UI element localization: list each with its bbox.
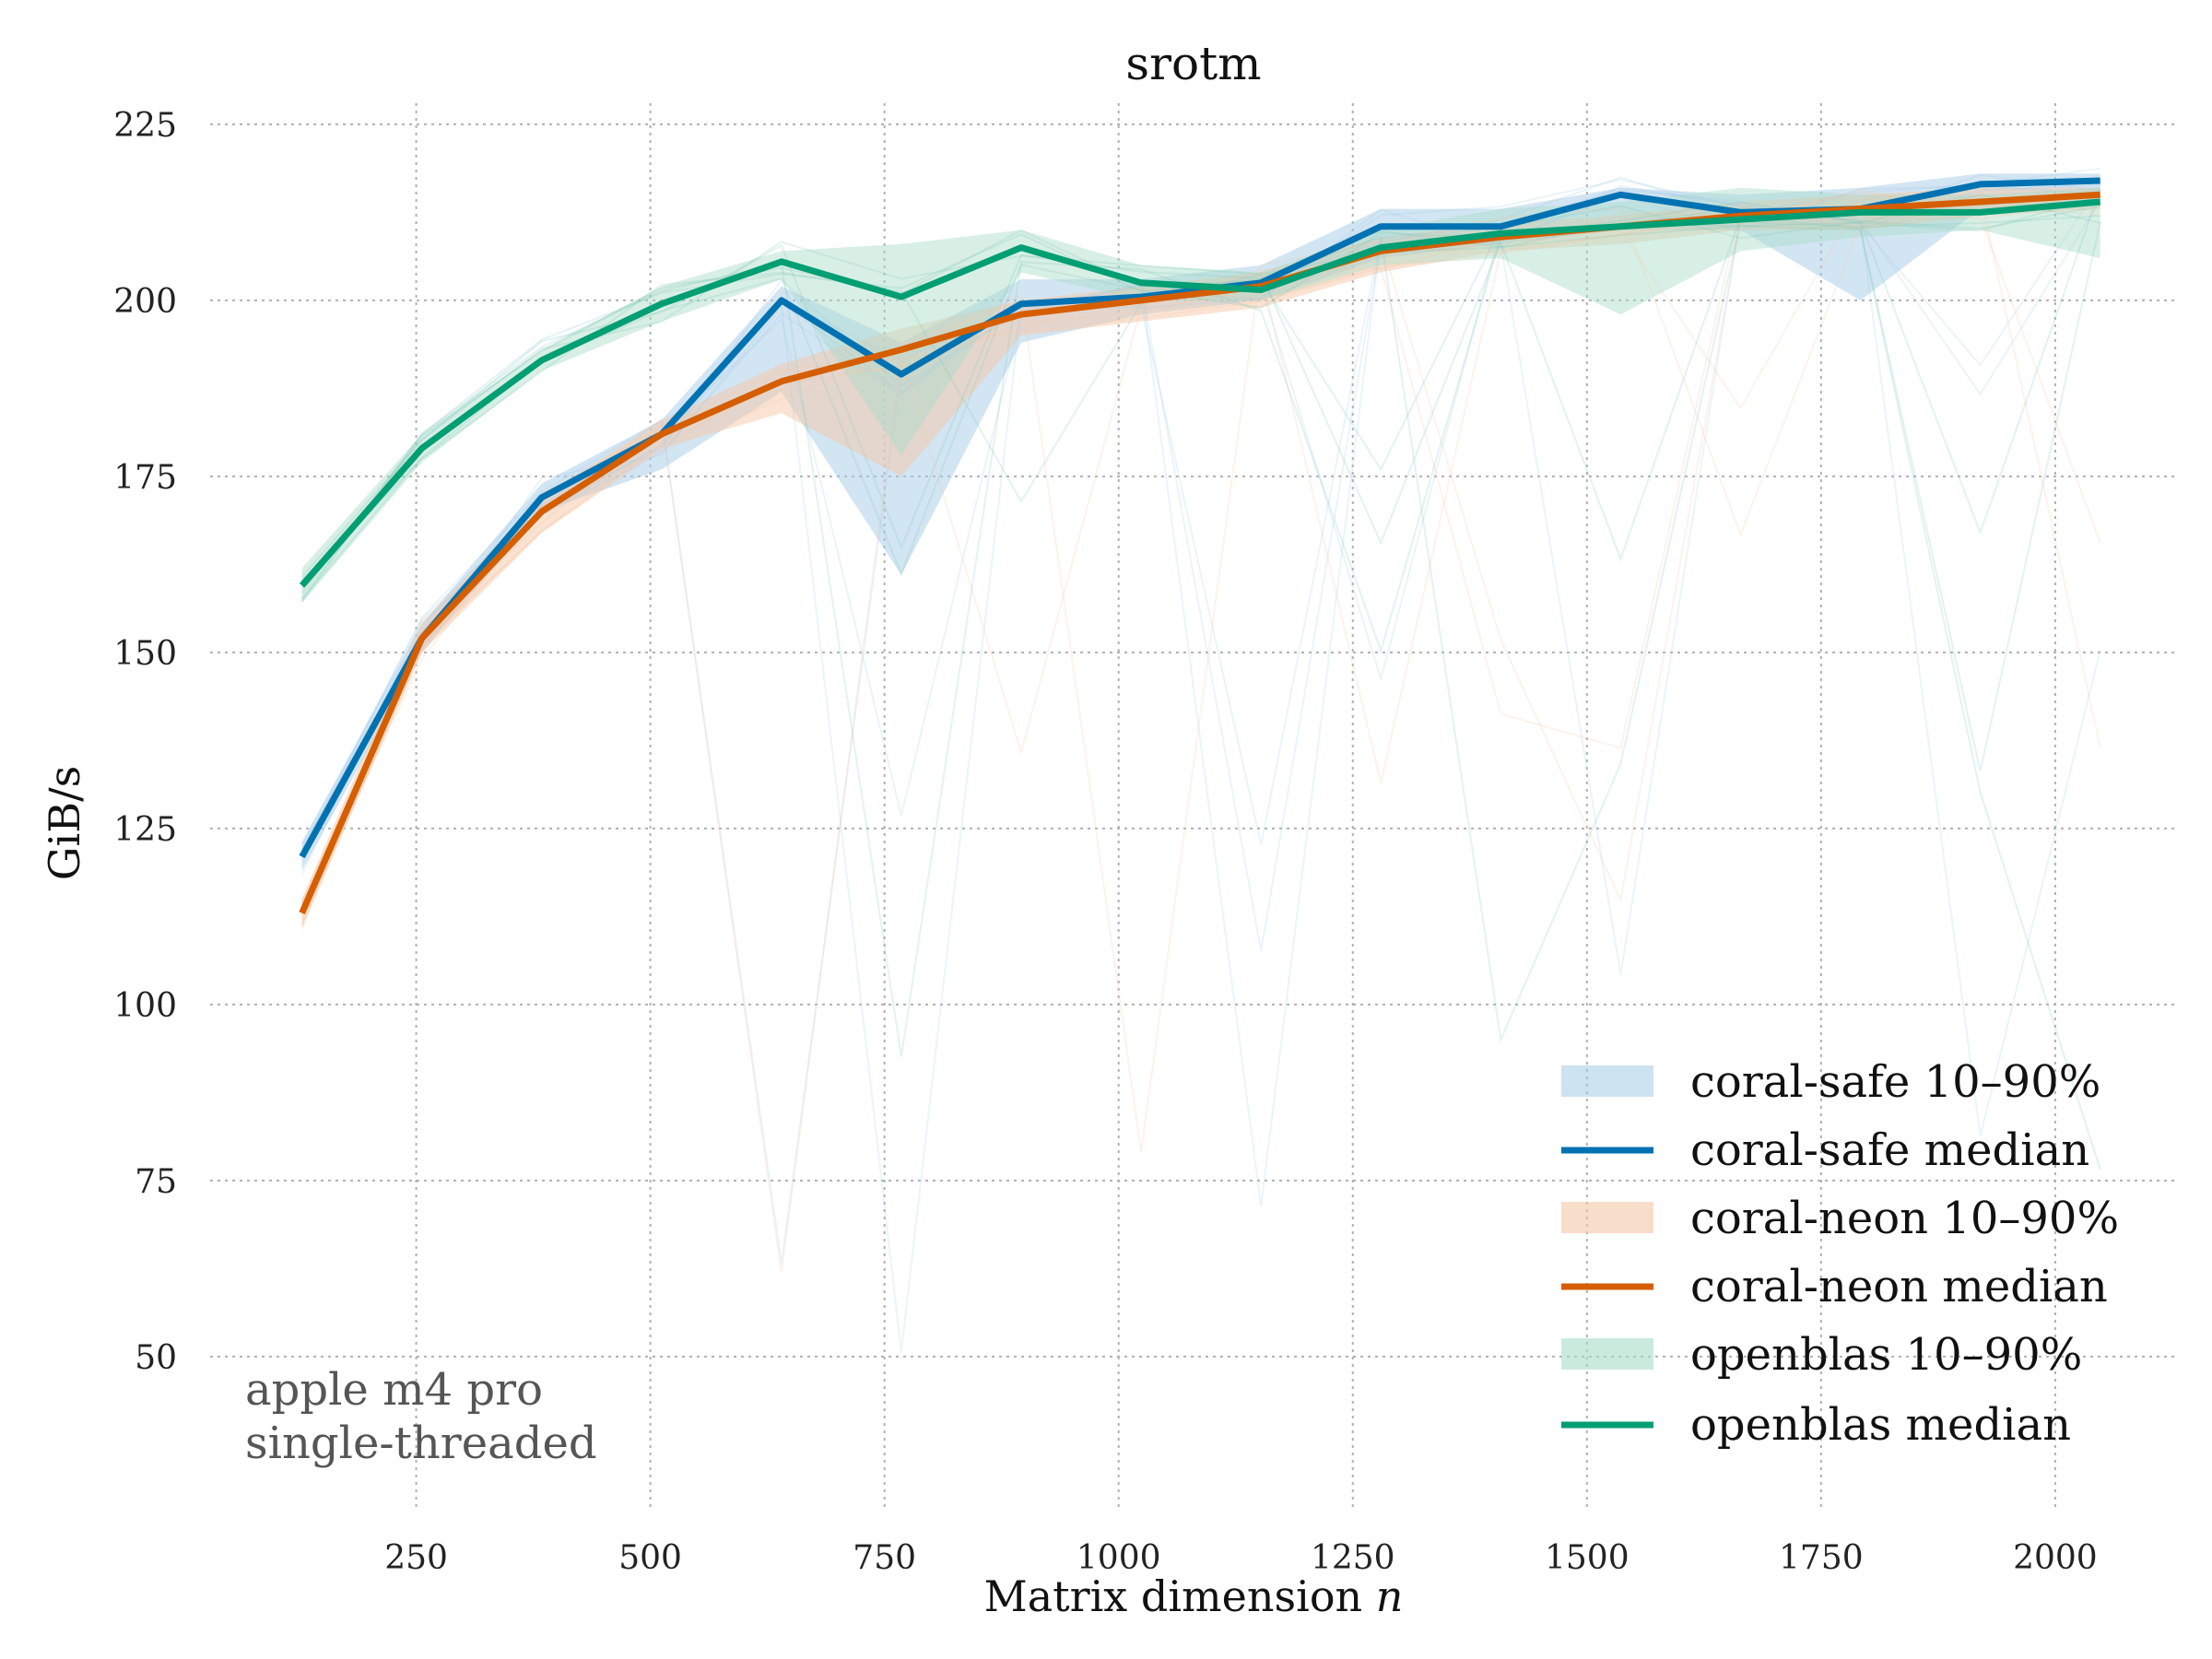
- x-tick-1250: 1250: [1311, 1539, 1395, 1577]
- x-tick-2000: 2000: [2013, 1539, 2098, 1577]
- y-axis-title: GiB/s: [40, 766, 89, 880]
- median-lines: [299, 177, 2101, 915]
- openblas-band: [301, 187, 2100, 604]
- openblas-run-3: [300, 193, 2100, 578]
- coral-neon-run-2: [300, 196, 2100, 925]
- legend-label-openblas-median: openblas median: [1690, 1399, 2071, 1451]
- annotation-cpu: apple m4 pro: [245, 1364, 543, 1416]
- y-tick-50: 50: [135, 1339, 177, 1377]
- x-tick-labels: 250 500 750 1000 1250 1500 1750 2000: [384, 1539, 2098, 1577]
- coral-safe-band: [301, 173, 2100, 871]
- x-tick-1000: 1000: [1077, 1539, 1161, 1577]
- legend-label-openblas-band: openblas 10–90%: [1690, 1329, 2082, 1381]
- legend-label-coral-safe-median: coral-safe median: [1690, 1124, 2089, 1176]
- x-tick-1500: 1500: [1545, 1539, 1630, 1577]
- bands: [301, 173, 2100, 927]
- legend-label-coral-safe-band: coral-safe 10–90%: [1690, 1056, 2100, 1108]
- chart-title: srotm: [1125, 37, 1261, 90]
- x-tick-500: 500: [618, 1539, 682, 1577]
- legend-label-coral-neon-band: coral-neon 10–90%: [1690, 1193, 2119, 1244]
- y-tick-125: 125: [113, 811, 177, 849]
- legend-swatch-coral-neon-band: [1561, 1202, 1653, 1233]
- legend: coral-safe 10–90% coral-safe median cora…: [1561, 1056, 2119, 1451]
- annotation-threading: single-threaded: [245, 1418, 597, 1469]
- coral-neon-run-6: [300, 191, 2100, 930]
- legend-label-coral-neon-median: coral-neon median: [1690, 1261, 2108, 1312]
- y-tick-225: 225: [113, 107, 177, 145]
- openblas-run-7: [300, 205, 2100, 1057]
- grid: [210, 103, 2177, 1512]
- openblas-median-line: [299, 198, 2101, 588]
- x-tick-250: 250: [384, 1539, 448, 1577]
- coral-neon-run-5: [300, 188, 2101, 1153]
- y-tick-200: 200: [113, 283, 177, 321]
- y-tick-175: 175: [113, 459, 177, 497]
- y-tick-75: 75: [135, 1163, 177, 1201]
- coral-safe-run-4: [300, 184, 2101, 1353]
- openblas-run-1: [300, 222, 2101, 1171]
- y-tick-100: 100: [113, 987, 177, 1025]
- y-tick-labels: 50 75 100 125 150 175 200 225: [113, 107, 177, 1377]
- coral-neon-median-line: [299, 191, 2100, 915]
- x-tick-750: 750: [853, 1539, 916, 1577]
- legend-swatch-openblas-band: [1561, 1338, 1653, 1370]
- y-tick-150: 150: [113, 635, 177, 673]
- x-tick-1750: 1750: [1779, 1539, 1864, 1577]
- legend-swatch-coral-safe-band: [1561, 1065, 1653, 1097]
- x-axis-title: Matrix dimension n: [984, 1571, 1404, 1621]
